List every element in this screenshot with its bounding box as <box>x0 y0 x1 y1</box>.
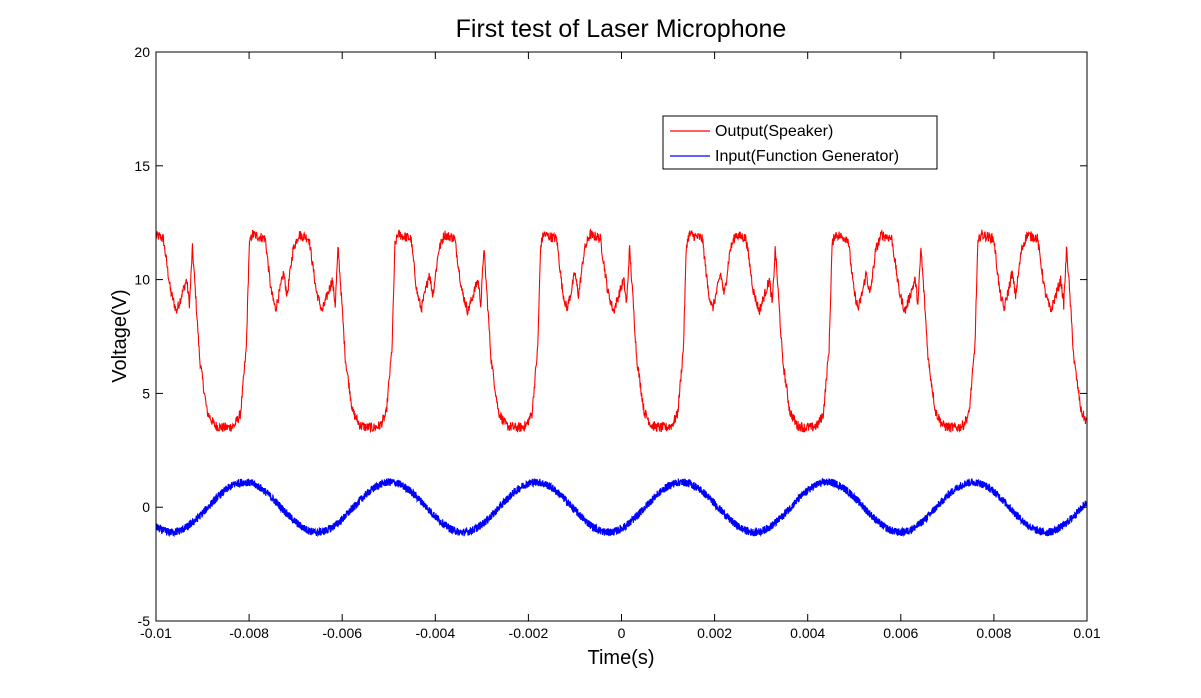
y-tick-label: 15 <box>134 158 150 174</box>
y-tick-label: -5 <box>138 613 151 629</box>
x-tick-label: 0.008 <box>976 625 1011 641</box>
legend-entry-output: Output(Speaker) <box>715 123 833 140</box>
legend-box <box>662 115 938 170</box>
x-tick-label: 0 <box>618 625 626 641</box>
x-tick-label: -0.006 <box>322 625 362 641</box>
legend: Output(Speaker) Input(Function Generator… <box>662 115 938 170</box>
series-line-output <box>155 227 1088 433</box>
x-tick-label: 0.006 <box>883 625 918 641</box>
x-tick-label: 0.01 <box>1073 625 1100 641</box>
series-line-input <box>155 477 1088 538</box>
x-axis-label: Time(s) <box>587 647 654 669</box>
legend-entry-input: Input(Function Generator) <box>715 148 899 165</box>
chart-title: First test of Laser Microphone <box>456 15 787 43</box>
y-tick-label: 20 <box>134 44 150 60</box>
x-tick-label: -0.008 <box>229 625 269 641</box>
plot-area <box>156 52 1087 621</box>
y-axis-label: Voltage(V) <box>109 289 131 382</box>
ticks-layer: -0.01 -0.008 -0.006 -0.004 -0.002 0 0.002 0.004… <box>134 44 1100 641</box>
y-tick-label: 5 <box>142 385 150 401</box>
x-tick-label: -0.01 <box>140 625 172 641</box>
x-tick-label: -0.002 <box>509 625 549 641</box>
y-tick-label: 10 <box>134 272 150 288</box>
x-tick-label: 0.002 <box>697 625 732 641</box>
x-tick-label: 0.004 <box>790 625 825 641</box>
x-tick-label: -0.004 <box>415 625 455 641</box>
series-layer <box>155 227 1088 538</box>
y-tick-label: 0 <box>142 499 150 515</box>
